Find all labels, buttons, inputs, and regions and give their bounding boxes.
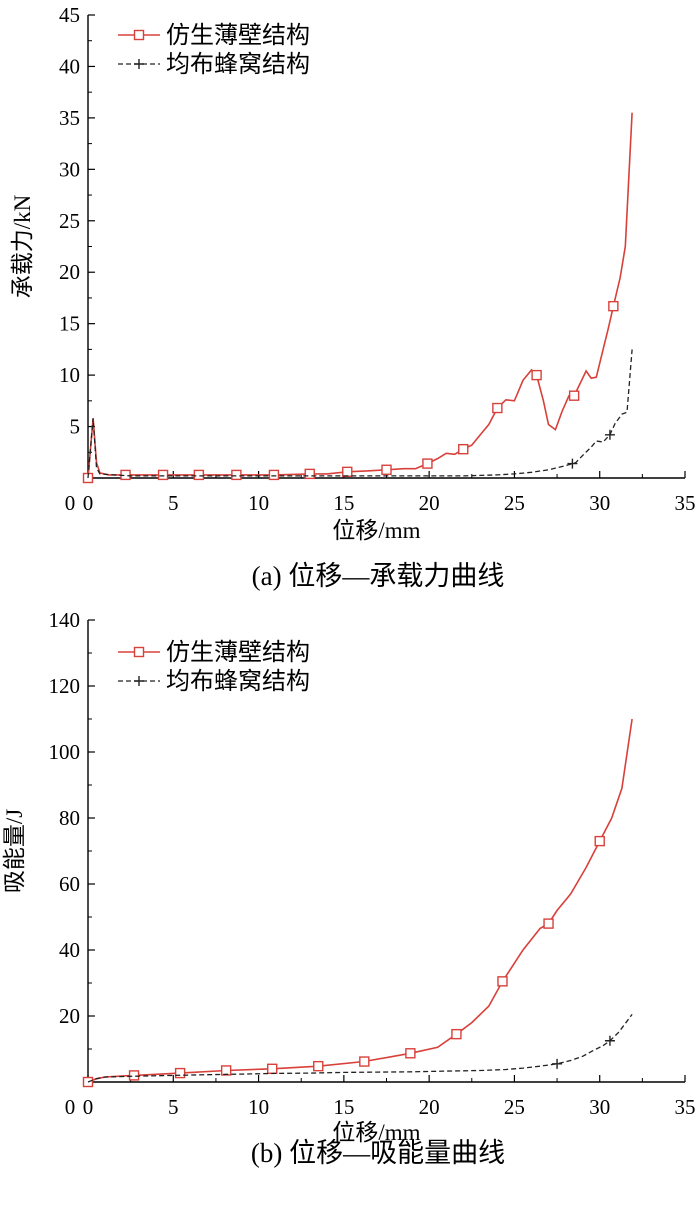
y-axis-title: 吸能量/J [2,809,27,893]
x-tick-label: 5 [168,491,179,515]
data-point [568,390,580,401]
y-tick-label: 100 [49,740,81,764]
x-tick-label: 0 [83,491,94,515]
origin-tick-label: 0 [65,1095,76,1119]
data-point [381,464,392,475]
x-axis-title: 位移/mm [332,1120,420,1145]
legend-marker [134,59,144,69]
data-point [608,300,619,312]
x-tick-label: 20 [419,491,440,515]
data-point [594,835,605,847]
series-honeycomb [87,349,633,479]
x-tick-label: 25 [504,491,525,515]
data-point [268,469,280,481]
data-point [451,1028,462,1040]
data-point [313,1060,324,1072]
data-point [567,458,578,469]
data-point [359,1056,370,1067]
x-tick-label: 10 [248,1095,269,1119]
figure-caption: (b) 位移—吸能量曲线 [251,1138,505,1168]
data-point [422,458,433,469]
x-tick-label: 25 [504,1095,525,1119]
data-point [174,1067,186,1079]
x-tick-label: 30 [589,1095,610,1119]
y-tick-label: 120 [49,674,81,698]
y-tick-label: 40 [59,54,80,78]
x-tick-label: 0 [83,1095,94,1119]
y-tick-label: 20 [59,260,80,284]
y-tick-label: 140 [49,608,81,632]
series-bionic [82,112,633,484]
data-point [231,469,242,481]
data-point [543,918,554,929]
legend-label: 均布蜂窝结构 [166,51,310,78]
data-point [304,468,315,480]
data-point [128,1070,140,1081]
data-point [492,402,503,414]
data-point [497,976,508,987]
data-point [267,1063,278,1075]
y-tick-label: 40 [59,938,80,962]
y-tick-label: 10 [59,363,80,387]
data-point [604,429,615,440]
series-line [87,718,633,1083]
x-tick-label: 20 [419,1095,440,1119]
data-point [531,369,542,381]
y-tick-label: 30 [59,157,80,181]
y-tick-label: 35 [59,106,80,130]
chart-panel-b: 0 5 10 15 20 25 30 35 20 40 60 80 100 120 140 0 位移/mm 吸能量… [2,608,696,1168]
legend-marker [134,676,144,686]
legend-label: 仿生薄壁结构 [166,22,310,49]
y-tick-label: 25 [59,209,80,233]
series-line [87,1014,633,1083]
series-line [87,349,633,479]
y-tick-label: 5 [70,415,81,439]
legend-marker [133,29,145,41]
series-line [87,112,633,479]
legend-marker [133,646,145,658]
y-tick-label: 20 [59,1004,80,1028]
figure-caption: (a) 位移—承载力曲线 [252,561,505,591]
x-tick-label: 15 [333,491,354,515]
series-honeycomb [87,1014,633,1083]
y-tick-label: 60 [59,872,80,896]
x-tick-label: 10 [248,491,269,515]
y-tick-label: 15 [59,312,80,336]
y-axis-title: 承载力/kN [10,194,35,298]
chart-panel-a: 0 5 10 15 20 25 30 35 5 10 15 20 25 30 35 40 45 0 位移/mm 承载力… [10,3,696,591]
x-axis-title: 位移/mm [332,518,420,543]
data-point [552,1058,563,1069]
x-tick-label: 35 [675,491,696,515]
data-point [342,466,353,478]
data-point [220,1065,232,1076]
legend-label: 仿生薄壁结构 [166,639,310,666]
data-point [604,1035,615,1046]
y-tick-label: 80 [59,806,80,830]
y-tick-label: 45 [59,3,80,27]
data-point [157,469,169,481]
data-point [458,443,469,455]
data-point [405,1048,416,1059]
x-tick-label: 15 [333,1095,354,1119]
x-tick-label: 5 [168,1095,179,1119]
origin-tick-label: 0 [65,491,76,515]
x-tick-label: 30 [589,491,610,515]
series-bionic [82,718,633,1088]
x-tick-label: 35 [675,1095,696,1119]
data-point [193,469,205,481]
legend-label: 均布蜂窝结构 [166,668,310,695]
